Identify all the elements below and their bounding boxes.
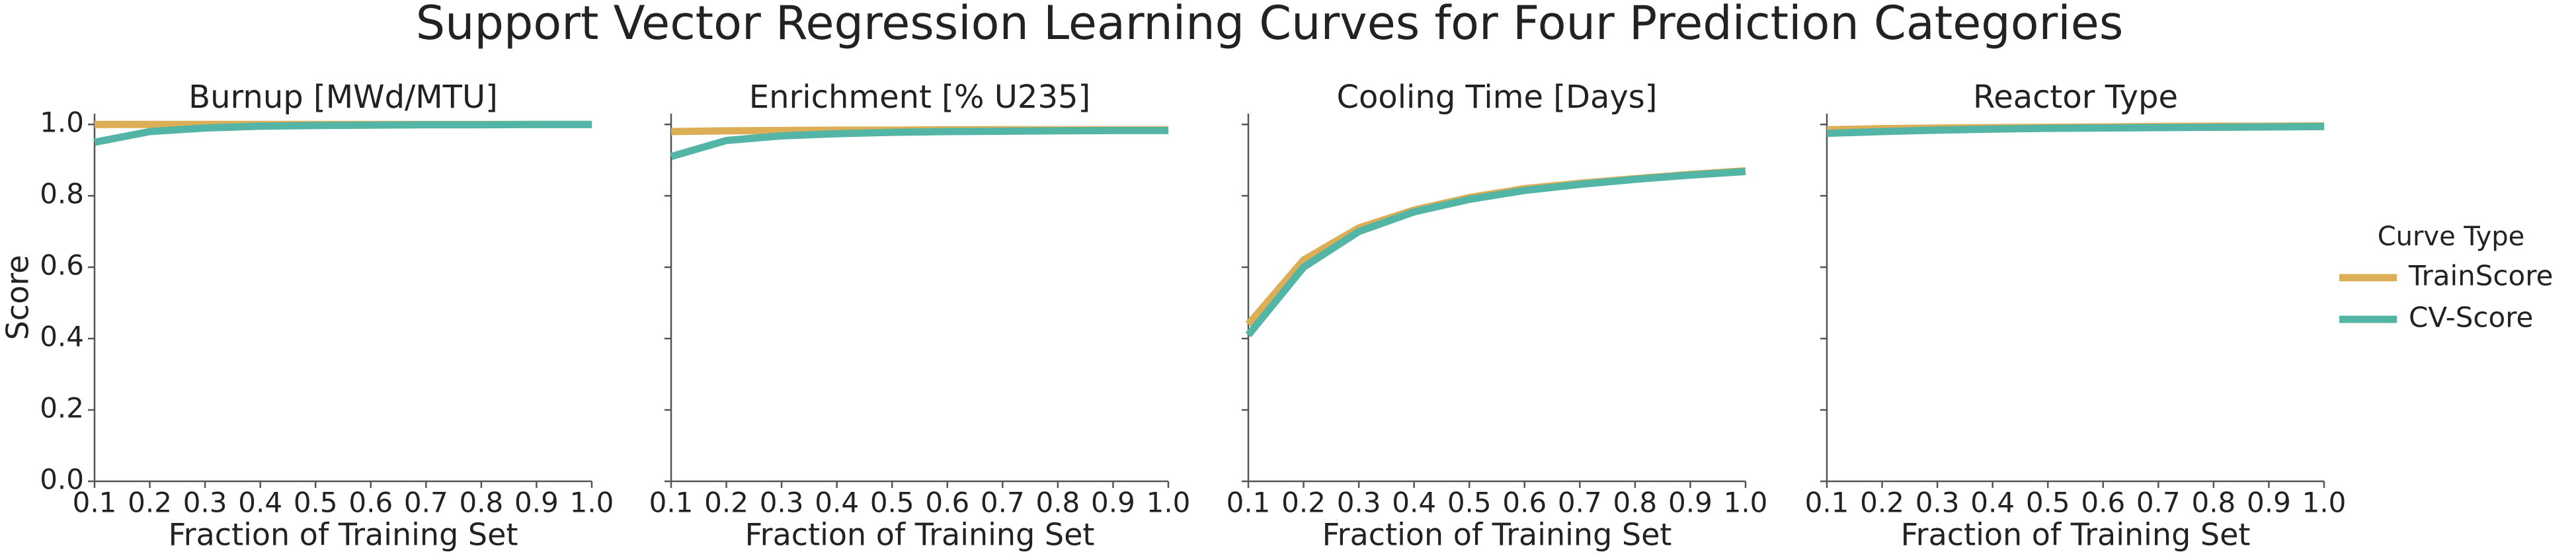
x-axis-label: Fraction of Training Set: [169, 517, 518, 553]
x-tick-label: 0.2: [1860, 487, 1904, 519]
y-tick-label: 0.4: [40, 321, 84, 353]
y-tick-label: 1.0: [40, 106, 84, 139]
x-tick-label: 0.9: [514, 487, 559, 519]
x-tick-label: 0.4: [238, 487, 282, 519]
x-tick-label: 0.3: [1915, 487, 1960, 519]
x-tick-label: 0.1: [1227, 487, 1271, 519]
x-axis-label: Fraction of Training Set: [1901, 517, 2251, 553]
y-axis-label: Score: [0, 255, 36, 340]
x-tick-label: 0.6: [2081, 487, 2125, 519]
x-tick-label: 0.3: [1337, 487, 1381, 519]
panel-title: Enrichment [% U235]: [749, 79, 1091, 116]
y-tick-label: 0.8: [40, 178, 84, 210]
panel-title: Burnup [MWd/MTU]: [188, 79, 498, 116]
x-tick-label: 0.8: [459, 487, 503, 519]
x-tick-label: 0.4: [815, 487, 859, 519]
figure-title: Support Vector Regression Learning Curve…: [416, 0, 2124, 50]
x-tick-label: 0.9: [1091, 487, 1135, 519]
x-tick-label: 0.6: [348, 487, 393, 519]
legend-label: CV-Score: [2409, 301, 2533, 334]
x-tick-label: 0.3: [183, 487, 227, 519]
panel-title: Reactor Type: [1973, 79, 2178, 116]
x-axis-label: Fraction of Training Set: [1322, 517, 1672, 553]
x-tick-label: 1.0: [1147, 487, 1191, 519]
learning-curve: [93, 120, 592, 146]
x-tick-label: 0.4: [1392, 487, 1436, 519]
panel-title: Cooling Time [Days]: [1336, 79, 1657, 116]
x-tick-label: 0.1: [73, 487, 117, 519]
x-tick-label: 0.7: [981, 487, 1025, 519]
x-tick-label: 1.0: [1724, 487, 1768, 519]
learning-curve: [670, 126, 1168, 161]
y-tick-label: 0.6: [40, 249, 84, 282]
x-tick-label: 0.3: [760, 487, 804, 519]
x-tick-label: 0.7: [1558, 487, 1602, 519]
x-tick-label: 0.1: [1805, 487, 1849, 519]
x-tick-label: 0.9: [2247, 487, 2291, 519]
x-tick-label: 1.0: [2302, 487, 2347, 519]
x-tick-label: 0.8: [1613, 487, 1657, 519]
x-tick-label: 1.0: [570, 487, 614, 519]
x-tick-label: 0.5: [294, 487, 338, 519]
x-tick-label: 0.6: [1502, 487, 1547, 519]
x-tick-label: 0.8: [1035, 487, 1080, 519]
x-tick-label: 0.5: [2026, 487, 2070, 519]
x-tick-label: 0.2: [128, 487, 172, 519]
x-tick-label: 0.8: [2191, 487, 2235, 519]
legend-label: TrainScore: [2408, 260, 2553, 292]
x-axis-label: Fraction of Training Set: [745, 517, 1095, 553]
x-tick-label: 0.7: [2136, 487, 2181, 519]
x-tick-label: 0.7: [404, 487, 448, 519]
y-tick-label: 0.2: [40, 392, 84, 424]
learning-curve: [1245, 167, 1746, 338]
x-tick-label: 0.5: [870, 487, 914, 519]
x-tick-label: 0.5: [1447, 487, 1492, 519]
x-tick-label: 0.6: [925, 487, 969, 519]
x-tick-label: 0.4: [1970, 487, 2015, 519]
x-tick-label: 0.9: [1668, 487, 1712, 519]
learning-curve: [1826, 122, 2325, 138]
x-tick-label: 0.1: [649, 487, 694, 519]
legend-title: Curve Type: [2378, 221, 2525, 252]
y-tick-label: 0.0: [40, 463, 84, 496]
x-tick-label: 0.2: [1281, 487, 1326, 519]
x-tick-label: 0.2: [704, 487, 748, 519]
